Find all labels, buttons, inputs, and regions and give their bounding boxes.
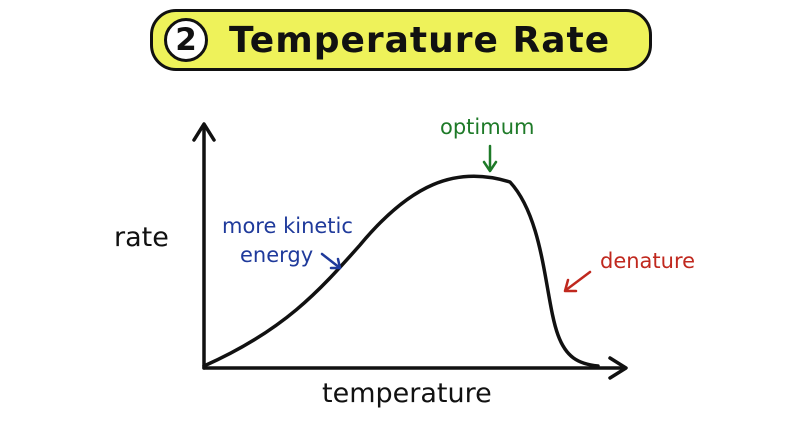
rate-curve <box>202 174 600 368</box>
kinetic-annotation-line1: more kinetic <box>222 214 353 238</box>
title-banner: 2 Temperature Rate <box>150 9 652 71</box>
kinetic-annotation-line2: energy <box>240 243 314 267</box>
optimum-annotation: optimum <box>440 115 535 139</box>
y-axis-arrowhead <box>192 122 216 142</box>
step-number-badge: 2 <box>164 18 208 62</box>
optimum-arrow <box>482 144 498 173</box>
denature-annotation: denature <box>600 249 696 273</box>
x-axis-arrowhead <box>608 356 628 380</box>
y-axis-label: rate <box>114 222 169 253</box>
page-title: Temperature Rate <box>229 20 611 61</box>
kinetic-arrow <box>320 252 342 270</box>
denature-arrow <box>563 270 592 293</box>
x-axis-label: temperature <box>322 378 492 409</box>
